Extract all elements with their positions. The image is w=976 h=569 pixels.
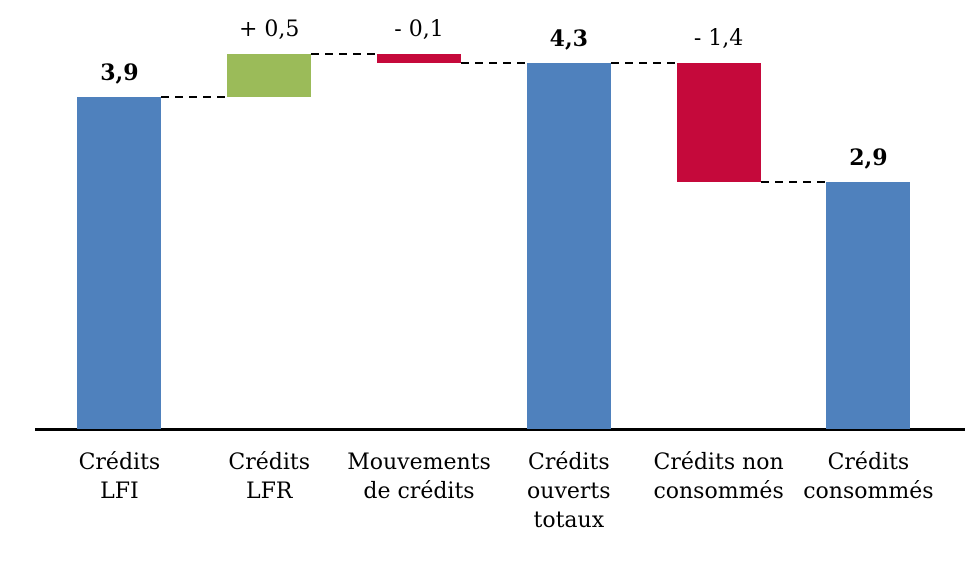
category-label-line: Crédits [827, 450, 910, 475]
category-label: Crédits consommés [786, 448, 950, 506]
bar-value-label: + 0,5 [238, 17, 300, 43]
connector-dashed-line [161, 96, 228, 98]
category-label-line: consommés [803, 479, 934, 504]
bar-value-label: 4,3 [549, 25, 588, 52]
category-label: Crédits ouverts totaux [487, 448, 651, 535]
category-label-line: de crédits [363, 479, 475, 504]
category-label-line: LFR [245, 479, 293, 504]
category-label-line: LFI [100, 479, 139, 504]
bar-value-label: 2,9 [849, 145, 888, 172]
connector-dashed-line [461, 61, 527, 64]
bar-value-label: - 0,1 [394, 17, 444, 43]
category-label-line: Crédits [228, 450, 310, 475]
category-label-line: Crédits [78, 450, 161, 475]
category-label-line: Crédits [527, 450, 610, 475]
category-label: Mouvements de crédits [337, 448, 501, 506]
waterfall-bar [676, 62, 761, 183]
bar-value-label: 3,9 [100, 60, 139, 86]
connector-dashed-line [610, 61, 677, 64]
category-label: Crédits LFR [187, 448, 351, 506]
category-label-line: Mouvements [347, 450, 491, 475]
category-label-line: consommés [653, 479, 784, 504]
x-axis-line [35, 428, 965, 431]
bar-value-label: - 1,4 [693, 25, 744, 51]
category-label: Crédits LFI [37, 448, 201, 506]
connector-dashed-line [311, 53, 377, 56]
waterfall-bar [77, 97, 162, 429]
waterfall-bar [526, 62, 611, 429]
category-label-line: ouverts [527, 479, 611, 504]
connector-dashed-line [760, 181, 827, 184]
category-label: Crédits non consommés [637, 448, 801, 506]
waterfall-bar [227, 54, 312, 97]
waterfall-bar [826, 182, 911, 429]
waterfall-bar [377, 54, 461, 63]
category-label-line: Crédits non [653, 450, 784, 475]
category-label-line: totaux [533, 508, 605, 533]
